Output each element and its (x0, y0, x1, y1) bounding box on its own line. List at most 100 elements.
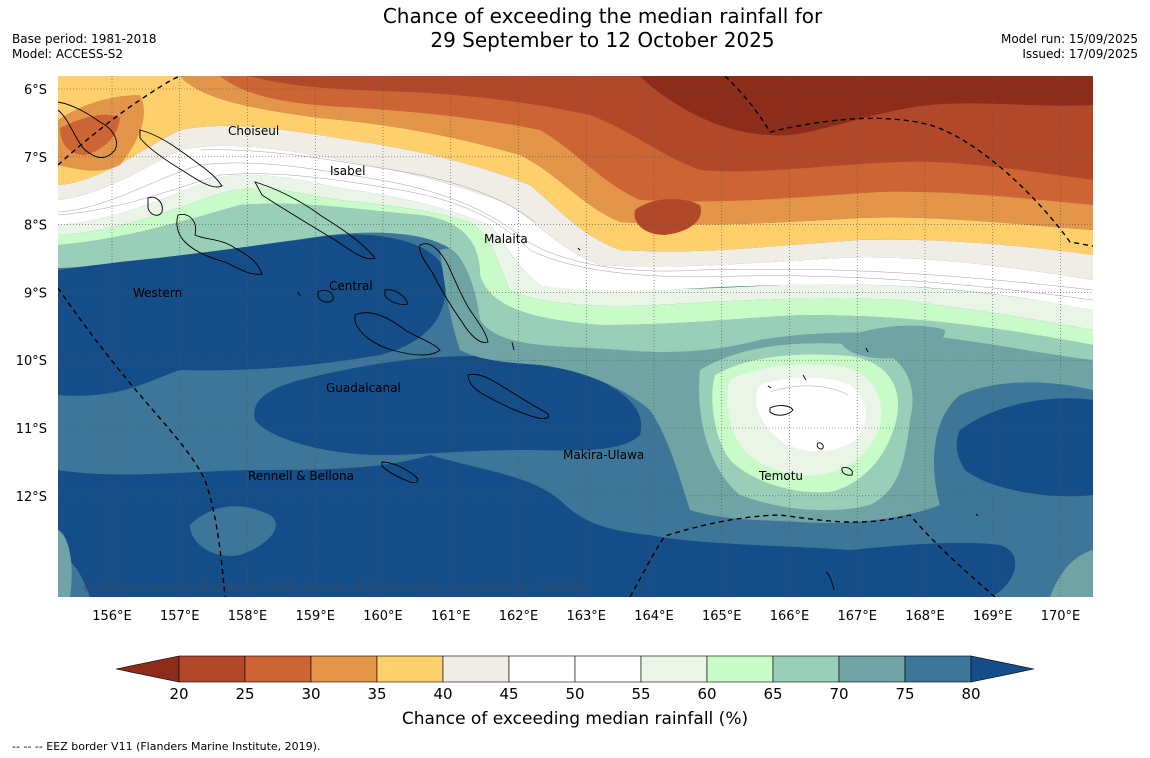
field-70-se-corner (1050, 550, 1093, 597)
label-temotu: Temotu (758, 469, 803, 483)
lon-tick-label: 164°E (634, 609, 674, 624)
issued-date: Issued: 17/09/2025 (1022, 47, 1138, 61)
coastlines (58, 101, 979, 591)
colorbar-tick: 45 (499, 685, 518, 703)
central-islands-coast (317, 289, 409, 305)
eez-borders (58, 76, 1093, 597)
malaita-coast (419, 243, 489, 343)
colorbar-tick-labels: 20 25 30 35 40 45 50 55 60 65 70 75 80 (169, 685, 980, 703)
label-makira-ulawa: Makira-Ulawa (563, 448, 644, 462)
base-period: Base period: 1981-2018 (12, 32, 157, 46)
colorbar-segment (376, 655, 444, 683)
choiseul-coast (139, 129, 223, 188)
eez-footnote: -- -- -- EEZ border V11 (Flanders Marine… (12, 740, 321, 753)
lon-tick-label: 168°E (905, 609, 945, 624)
title-line-1: Chance of exceeding the median rainfall … (382, 4, 823, 28)
colorbar-tick: 55 (631, 685, 650, 703)
makira-coast (467, 373, 549, 419)
guadalcanal-coast (354, 312, 441, 356)
lon-tick-label: 169°E (973, 609, 1013, 624)
colorbar-segment (838, 655, 906, 683)
field-35-40-band (58, 76, 1093, 255)
small-islets-coast (297, 247, 979, 591)
colorbar-segment (904, 655, 972, 683)
lon-tick-label: 167°E (837, 609, 877, 624)
field-70-east-patch (840, 325, 945, 359)
isabel-coast (254, 181, 376, 260)
field-above-80-central (254, 356, 642, 455)
copyright-notice: © Commonwealth of Australia 2025, Bureau… (82, 581, 587, 595)
label-guadalcanal: Guadalcanal (326, 381, 401, 395)
field-above-80-sw (190, 506, 276, 556)
label-isabel: Isabel (330, 164, 365, 178)
new-georgia-coast (176, 214, 263, 275)
colorbar-tick: 30 (301, 685, 320, 703)
lon-tick-label: 157°E (160, 609, 200, 624)
lat-tick-label: 12°S (16, 490, 47, 505)
field-70-sw-corner (58, 530, 72, 597)
lon-tick-label: 159°E (295, 609, 335, 624)
field-below-20 (640, 76, 1093, 136)
colorbar-segment (574, 655, 642, 683)
colorbar-tick: 60 (697, 685, 716, 703)
lat-tick-label: 7°S (24, 151, 47, 166)
label-rennell-bellona: Rennell & Bellona (248, 469, 354, 483)
colorbar-tick: 40 (433, 685, 452, 703)
meta-left: Base period: 1981-2018 Model: ACCESS-S2 (12, 32, 157, 62)
field-40-45-band (58, 125, 1093, 280)
label-malaita: Malaita (484, 232, 528, 246)
province-labels: Choiseul Isabel Malaita Western Central … (133, 124, 803, 483)
colorbar-tick: 50 (565, 685, 584, 703)
colorbar-tick: 25 (235, 685, 254, 703)
longitude-labels: 156°E 157°E 158°E 159°E 160°E 161°E 162°E 163°E… (92, 609, 1080, 624)
field-65-70-band (58, 203, 1093, 360)
colorbar-segment (706, 655, 774, 683)
lat-tick-label: 8°S (24, 219, 47, 234)
lon-tick-label: 163°E (566, 609, 606, 624)
field-20-patch (634, 198, 701, 235)
vella-lavella-coast (147, 196, 163, 216)
colorbar-segment (508, 655, 576, 683)
colorbar-tick: 80 (961, 685, 980, 703)
field-45-55-temotu (756, 377, 866, 452)
colorbar-segment (640, 655, 708, 683)
rennell-coast (381, 461, 419, 483)
lon-tick-label: 161°E (431, 609, 471, 624)
lat-tick-label: 6°S (24, 83, 47, 98)
colorbar-tick: 70 (829, 685, 848, 703)
lon-tick-label: 170°E (1041, 609, 1081, 624)
lat-tick-label: 9°S (24, 286, 47, 301)
field-55-60-band (58, 174, 1093, 330)
lon-tick-label: 162°E (499, 609, 539, 624)
contour-fields (58, 76, 1093, 597)
lat-tick-label: 10°S (16, 354, 47, 369)
lat-tick-label: 11°S (16, 422, 47, 437)
colorbar-tick: 20 (169, 685, 188, 703)
colorbar-segment (772, 655, 840, 683)
colorbar-low-arrow (115, 655, 180, 683)
colorbar-segment (442, 655, 510, 683)
field-45-55-band (58, 145, 1093, 310)
meta-right: Model run: 15/09/2025 Issued: 17/09/2025 (1001, 32, 1138, 62)
colorbar-tick: 75 (895, 685, 914, 703)
model-run: Model run: 15/09/2025 (1000, 32, 1138, 46)
bougainville-coast (58, 101, 117, 158)
field-60-65-band (58, 188, 1093, 345)
label-central: Central (329, 279, 373, 293)
colorbar-segment (244, 655, 312, 683)
latitude-labels: 6°S 7°S 8°S 9°S 10°S 11°S 12°S (16, 83, 47, 505)
colorbar (115, 655, 1035, 683)
field-above-80-south (58, 455, 1016, 597)
santa-cruz-coast (769, 405, 853, 476)
title-line-2: 29 September to 12 October 2025 (430, 28, 775, 52)
colorbar-tick: 35 (367, 685, 386, 703)
map-title: Chance of exceeding the median rainfall … (300, 4, 905, 52)
colorbar-label: Chance of exceeding median rainfall (%) (401, 709, 749, 729)
field-above-80-west (58, 234, 446, 396)
colorbar-tick: 65 (763, 685, 782, 703)
lon-tick-label: 158°E (228, 609, 268, 624)
colorbar-segment (178, 655, 246, 683)
model-name: Model: ACCESS-S2 (12, 47, 124, 61)
label-choiseul: Choiseul (228, 124, 279, 138)
